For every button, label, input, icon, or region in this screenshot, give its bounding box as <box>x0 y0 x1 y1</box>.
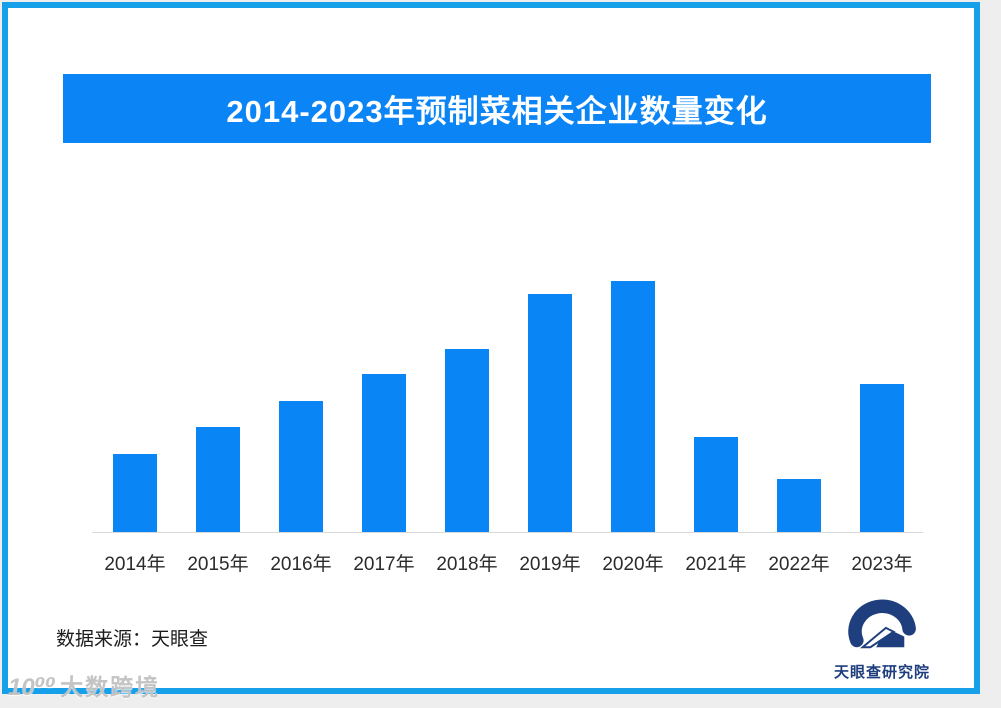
x-tick-label: 2020年 <box>602 554 664 575</box>
x-tick-label: 2017年 <box>353 554 415 575</box>
title-banner: 2014-2023年预制菜相关企业数量变化 <box>63 74 931 143</box>
watermark-logo-icon: 10⁰⁰ <box>8 674 56 701</box>
x-tick-label: 2016年 <box>270 554 332 575</box>
bar-2016年 <box>279 401 323 532</box>
bar-2019年 <box>528 294 572 532</box>
x-tick-label: 2018年 <box>436 554 498 575</box>
tianyancha-logo-icon <box>848 599 916 649</box>
x-tick-label: 2021年 <box>685 554 747 575</box>
bar-2020年 <box>611 281 655 532</box>
bar-2014年 <box>113 454 157 532</box>
bar-2018年 <box>445 349 489 532</box>
brand-block: 天眼查研究院 <box>822 592 942 682</box>
bar-2017年 <box>362 374 406 532</box>
x-tick-label: 2015年 <box>187 554 249 575</box>
bar-2015年 <box>196 427 240 532</box>
bar-2022年 <box>777 479 821 532</box>
data-source-label: 数据来源：天眼查 <box>56 629 209 650</box>
x-tick-label: 2022年 <box>768 554 830 575</box>
watermark-label: 大数跨境 <box>60 674 161 700</box>
bar-2023年 <box>860 384 904 532</box>
chart-title: 2014-2023年预制菜相关企业数量变化 <box>226 94 768 129</box>
x-tick-label: 2014年 <box>104 554 166 575</box>
brand-name: 天眼查研究院 <box>833 664 930 681</box>
x-tick-label: 2023年 <box>851 554 913 575</box>
bar-2021年 <box>694 437 738 532</box>
x-axis-line <box>92 532 923 533</box>
watermark: 10⁰⁰ 大数跨境 <box>8 668 160 702</box>
x-axis-labels: 2014年 2015年 2016年 2017年 2018年 2019年 2020年 2021年… <box>95 549 922 576</box>
bar-chart <box>113 272 904 532</box>
x-tick-label: 2019年 <box>519 554 581 575</box>
